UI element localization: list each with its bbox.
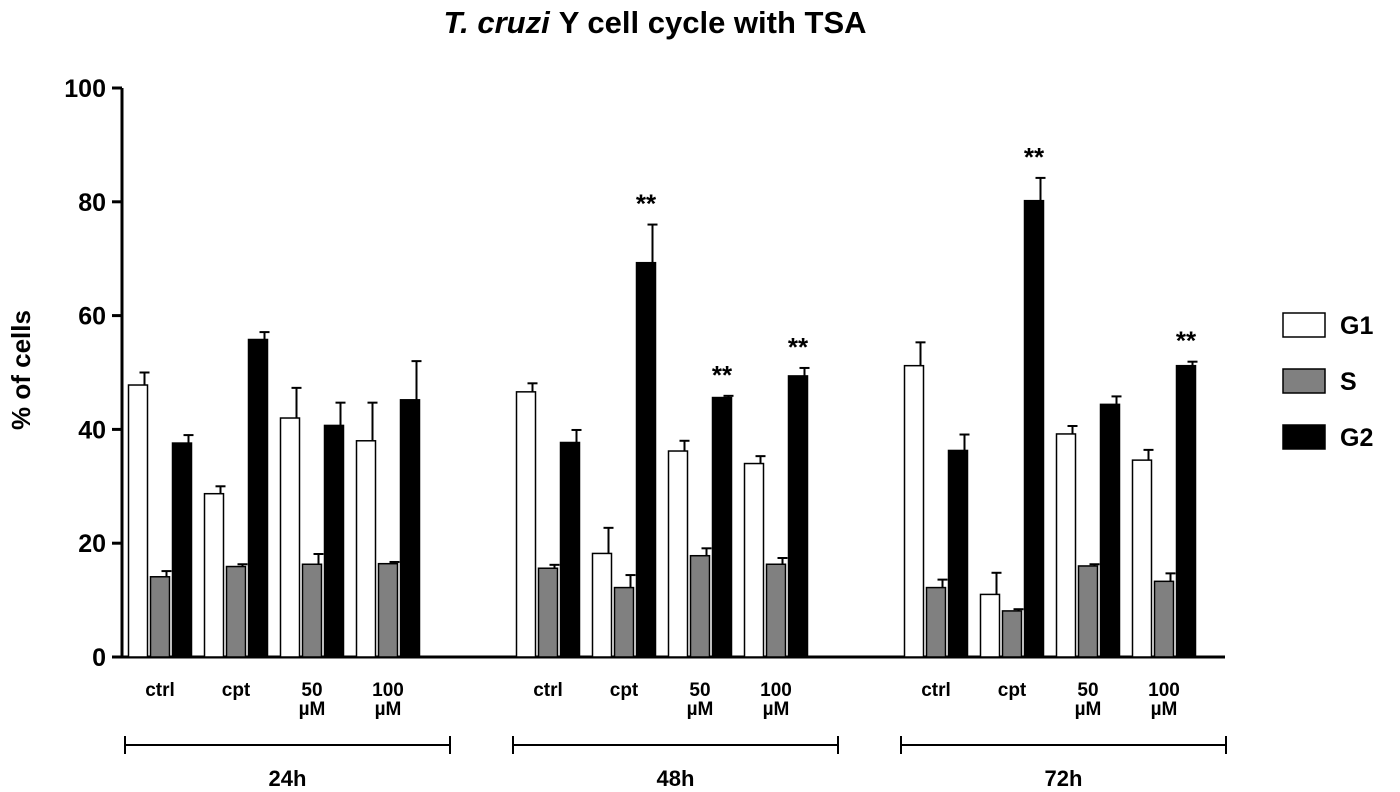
- bar: [149, 576, 171, 658]
- bar: [247, 338, 269, 658]
- bar: [765, 563, 787, 658]
- bar: [689, 554, 711, 658]
- title-rest: Y cell cycle with TSA: [559, 5, 867, 40]
- x-tick-label: 50 µM: [686, 680, 714, 720]
- bar: [635, 261, 657, 658]
- bar: [537, 567, 559, 658]
- bar: [399, 399, 421, 658]
- chart-title: T. cruzi Y cell cycle with TSA: [443, 5, 866, 40]
- bar: [711, 396, 733, 658]
- significance: **: [1024, 142, 1045, 172]
- bar: [743, 462, 765, 658]
- y-tick-label: 40: [78, 416, 106, 444]
- bar: [355, 440, 377, 658]
- legend-label: G2: [1340, 424, 1373, 452]
- legend-swatch: [1282, 368, 1326, 394]
- y-tick-label: 20: [78, 530, 106, 558]
- legend-label: S: [1340, 368, 1357, 396]
- x-tick-label: 100 µM: [372, 680, 404, 720]
- legend-label: G1: [1340, 312, 1373, 340]
- significance: **: [1176, 326, 1197, 356]
- bar: [1131, 459, 1153, 658]
- x-tick-label: 50 µM: [1074, 680, 1102, 720]
- y-tick-label: 0: [92, 644, 106, 672]
- bar: [947, 449, 969, 658]
- bar: [225, 565, 247, 658]
- bar: [667, 450, 689, 658]
- group-label: 72h: [1045, 766, 1083, 791]
- bar: [903, 364, 925, 658]
- bar: [1055, 433, 1077, 658]
- bar: [377, 562, 399, 658]
- bar: [979, 593, 1001, 658]
- bar: [559, 441, 581, 658]
- bar: [787, 375, 809, 658]
- x-tick-label: cpt: [221, 680, 251, 701]
- title-italic: T. cruzi: [443, 5, 551, 40]
- bar: [171, 442, 193, 658]
- bar: [203, 492, 225, 658]
- significance: **: [788, 332, 809, 362]
- y-axis-label: % of cells: [6, 310, 36, 430]
- x-tick-label: cpt: [997, 680, 1027, 701]
- x-tick-label: ctrl: [921, 680, 951, 701]
- legend-swatch: [1282, 424, 1326, 450]
- bar: [1175, 364, 1197, 658]
- bar: [1023, 199, 1045, 658]
- significance: **: [636, 189, 657, 219]
- x-tick-label: ctrl: [533, 680, 563, 701]
- bar: [515, 391, 537, 658]
- bar: [1099, 403, 1121, 658]
- x-tick-label: cpt: [609, 680, 639, 701]
- x-tick-label: 100 µM: [760, 680, 792, 720]
- y-tick-label: 100: [64, 75, 106, 103]
- bar: [1153, 580, 1175, 658]
- bar: [323, 424, 345, 658]
- x-tick-label: 50 µM: [298, 680, 326, 720]
- significance: **: [712, 360, 733, 390]
- bar: [1001, 610, 1023, 658]
- bar: [925, 586, 947, 658]
- x-tick-label: 100 µM: [1148, 680, 1180, 720]
- x-tick-label: ctrl: [145, 680, 175, 701]
- group-label: 48h: [657, 766, 695, 791]
- bar: [613, 586, 635, 658]
- group-label: 24h: [269, 766, 307, 791]
- bar: [301, 563, 323, 658]
- bar: [279, 417, 301, 658]
- bar: [1077, 565, 1099, 658]
- y-tick-label: 60: [78, 303, 106, 331]
- bar: [591, 552, 613, 658]
- y-tick-label: 80: [78, 189, 106, 217]
- legend-swatch: [1282, 312, 1326, 338]
- bar: [127, 384, 149, 658]
